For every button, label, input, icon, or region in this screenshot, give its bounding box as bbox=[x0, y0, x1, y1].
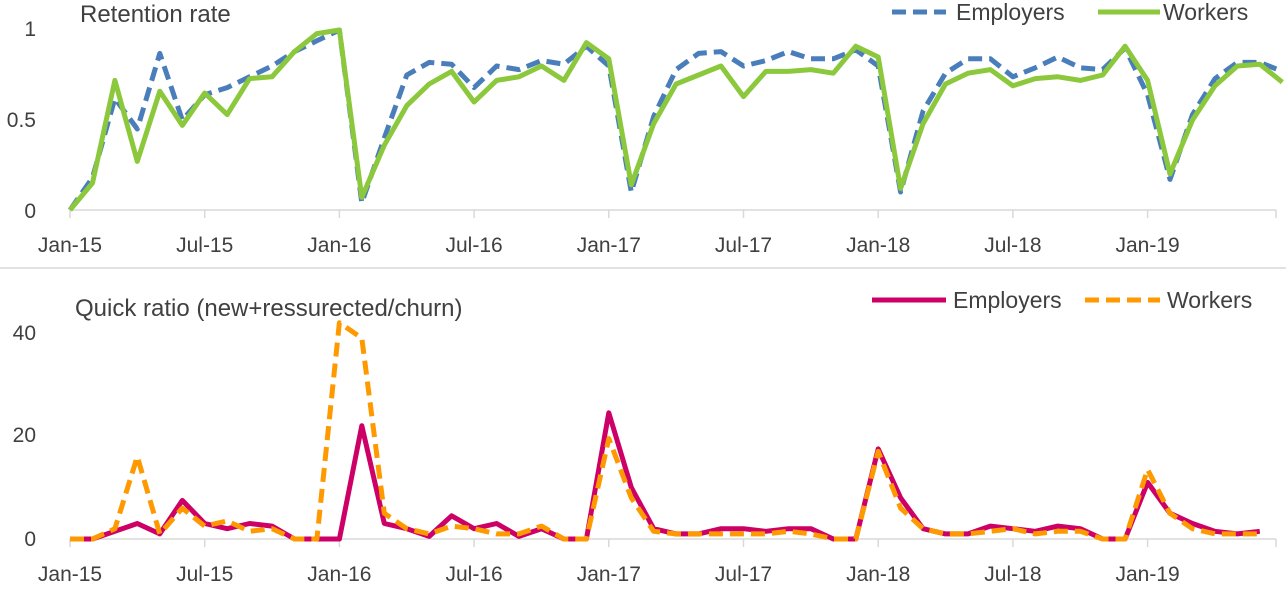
quick-ratio-x-tick-label: Jan-19 bbox=[1115, 563, 1179, 586]
quick-ratio-y-tick-40: 40 bbox=[13, 322, 36, 345]
retention-series-workers-line bbox=[68, 27, 1284, 212]
retention-chart: Retention rate Employers Workers 1 0.5 0… bbox=[7, 0, 1284, 257]
retention-x-tick-label: Jul-17 bbox=[715, 234, 772, 257]
retention-x-tick-label: Jan-19 bbox=[1115, 234, 1179, 257]
retention-x-tick-label: Jan-16 bbox=[307, 234, 371, 257]
quick-ratio-x-tick-label: Jul-15 bbox=[176, 563, 233, 586]
quick-ratio-legend-label-workers: Workers bbox=[1167, 287, 1252, 313]
retention-y-tick-0.5: 0.5 bbox=[7, 109, 36, 132]
retention-y-tick-1: 1 bbox=[24, 18, 36, 41]
retention-x-labels: Jan-15 Jul-15 Jan-16 Jul-16 Jan-17 Jul-17 Jan-… bbox=[38, 234, 1180, 257]
quick-ratio-x-tick-label: Jan-15 bbox=[38, 563, 102, 586]
retention-legend: Employers Workers bbox=[892, 0, 1248, 25]
retention-legend-label-workers: Workers bbox=[1163, 0, 1248, 25]
retention-x-tick-label: Jul-15 bbox=[176, 234, 233, 257]
quick-ratio-legend: Employers Workers bbox=[872, 287, 1252, 313]
quick-ratio-x-tick-label: Jan-18 bbox=[846, 563, 910, 586]
quick-ratio-chart: Quick ratio (new+ressurected/churn) Empl… bbox=[13, 287, 1277, 586]
retention-y-tick-0: 0 bbox=[24, 200, 36, 223]
quick-ratio-x-tick-label: Jul-18 bbox=[984, 563, 1041, 586]
retention-x-tick-label: Jul-16 bbox=[445, 234, 502, 257]
quick-ratio-x-tick-label: Jul-16 bbox=[445, 563, 502, 586]
quick-ratio-y-tick-20: 20 bbox=[13, 424, 36, 447]
retention-x-tick-label: Jan-18 bbox=[846, 234, 910, 257]
quick-ratio-series-workers-line bbox=[70, 320, 1260, 542]
quick-ratio-series-employers-line bbox=[70, 410, 1261, 542]
retention-series-employers-line bbox=[67, 27, 1284, 212]
retention-x-tick-label: Jul-18 bbox=[984, 234, 1041, 257]
retention-x-ticks bbox=[69, 210, 1277, 218]
quick-ratio-x-tick-label: Jul-17 bbox=[715, 563, 772, 586]
quick-ratio-x-tick-label: Jan-16 bbox=[307, 563, 371, 586]
retention-legend-label-employers: Employers bbox=[956, 0, 1065, 25]
quick-ratio-chart-title: Quick ratio (new+ressurected/churn) bbox=[75, 295, 463, 322]
retention-x-tick-label: Jan-15 bbox=[38, 234, 102, 257]
quick-ratio-x-ticks bbox=[69, 539, 1277, 547]
retention-chart-title: Retention rate bbox=[80, 1, 231, 28]
retention-x-tick-label: Jan-17 bbox=[577, 234, 641, 257]
quick-ratio-y-tick-0: 0 bbox=[24, 528, 36, 551]
quick-ratio-x-tick-label: Jan-17 bbox=[577, 563, 641, 586]
quick-ratio-x-labels: Jan-15 Jul-15 Jan-16 Jul-16 Jan-17 Jul-17 Jan-… bbox=[38, 563, 1180, 586]
quick-ratio-legend-label-employers: Employers bbox=[953, 287, 1062, 313]
